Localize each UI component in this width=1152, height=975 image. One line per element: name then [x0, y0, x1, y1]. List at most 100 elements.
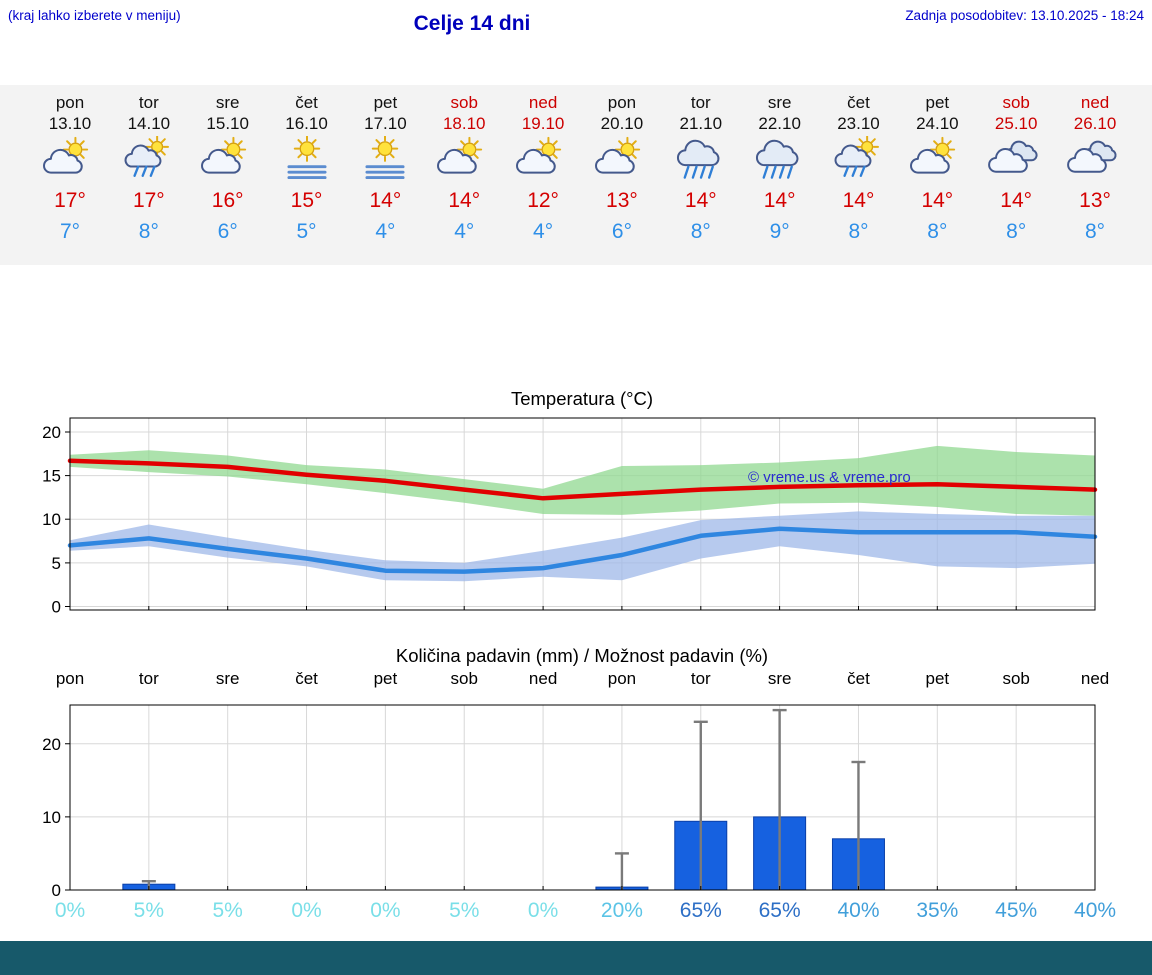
low-temp: 6° — [217, 220, 238, 243]
y-axis-label: 10 — [42, 510, 61, 529]
cloudy-icon — [1067, 140, 1117, 173]
high-temp: 17° — [132, 189, 165, 212]
day-date: 14.10 — [127, 114, 171, 133]
fog-sun-icon — [365, 135, 405, 180]
forecast-day: pet 17.10 14° 4° — [346, 92, 424, 244]
day-date: 25.10 — [994, 114, 1038, 133]
precip-day-label: pet — [373, 669, 398, 688]
high-temp: 17° — [54, 189, 86, 212]
partly-cloudy-icon — [200, 136, 246, 174]
min-temp-line — [67, 526, 1098, 574]
precip-day-label: pon — [607, 669, 637, 688]
max-temp-range-band — [70, 445, 1095, 516]
cloudy-icon — [988, 140, 1038, 173]
max-temp-line — [67, 458, 1098, 501]
day-date: 24.10 — [916, 114, 959, 133]
forecast-day: tor 21.10 14° 8° — [662, 92, 740, 244]
forecast-day: ned 19.10 12° 4° — [504, 92, 582, 244]
forecast-day: pon 13.10 17° 7° — [31, 92, 109, 244]
day-label: pon — [607, 93, 637, 112]
low-temp: 4° — [533, 220, 554, 243]
low-temp: 5° — [296, 220, 317, 243]
precip-day-label: tor — [690, 669, 711, 688]
low-temp: 6° — [611, 220, 632, 243]
forecast-strip: pon 13.10 17° 7° tor 14.10 17° 8° sre 15.10 16° 6° č… — [0, 85, 1152, 265]
day-date: 21.10 — [679, 114, 723, 133]
precip-probability: 45% — [995, 899, 1038, 922]
partly-cloudy-icon — [910, 136, 956, 174]
precip-probability-row: 0% 5% 5% 0% 0% 5% 0% 20% 65% 65% 40% 35% 45% 40% — [0, 899, 1152, 927]
precip-probability: 65% — [679, 899, 722, 922]
rain-shower-sun-icon — [124, 135, 169, 177]
precip-probability: 0% — [54, 899, 86, 922]
day-label: pet — [373, 93, 398, 112]
day-label: čet — [847, 93, 870, 112]
high-temp: 16° — [211, 189, 244, 212]
day-date: 20.10 — [600, 114, 644, 133]
day-label: ned — [528, 93, 558, 112]
rain-shower-sun-icon — [834, 135, 879, 177]
precip-day-label: sre — [215, 669, 240, 688]
menu-hint: (kraj lahko izberete v meniju) — [8, 8, 181, 23]
high-temp: 14° — [1000, 189, 1033, 212]
precip-day-label: ned — [1080, 669, 1110, 688]
y-axis-label: 5 — [52, 554, 61, 573]
precip-day-label: pon — [55, 669, 85, 688]
day-date: 17.10 — [364, 114, 407, 133]
forecast-day: pet 24.10 14° 8° — [898, 92, 976, 244]
high-temp: 14° — [763, 189, 796, 212]
precip-probability: 5% — [449, 899, 480, 922]
low-temp: 8° — [848, 220, 869, 243]
day-label: pon — [55, 93, 85, 112]
day-date: 22.10 — [758, 114, 801, 133]
day-date: 26.10 — [1073, 114, 1117, 133]
precip-probability: 5% — [133, 899, 165, 922]
precip-day-label: sob — [450, 669, 478, 688]
high-temp: 14° — [921, 189, 954, 212]
y-axis-label: 10 — [42, 808, 61, 827]
forecast-day: sre 22.10 14° 9° — [741, 92, 819, 244]
fog-sun-icon — [287, 135, 327, 180]
low-temp: 8° — [1006, 220, 1027, 243]
partly-cloudy-icon — [43, 136, 89, 174]
day-date: 15.10 — [206, 114, 249, 133]
high-temp: 14° — [684, 189, 717, 212]
high-temp: 12° — [527, 189, 559, 212]
precip-probability: 35% — [916, 899, 959, 922]
day-label: tor — [138, 93, 159, 112]
y-axis-label: 15 — [42, 467, 61, 486]
day-label: sob — [1002, 93, 1030, 112]
low-temp: 8° — [1085, 220, 1106, 243]
y-axis-label: 0 — [52, 598, 61, 617]
forecast-day: tor 14.10 17° 8° — [110, 92, 188, 244]
partly-cloudy-icon — [516, 136, 562, 174]
day-date: 18.10 — [442, 114, 486, 133]
low-temp: 8° — [690, 220, 711, 243]
precip-chart-title: Količina padavin (mm) / Možnost padavin … — [395, 645, 769, 666]
precip-day-label: tor — [138, 669, 159, 688]
low-temp: 9° — [769, 220, 790, 243]
precip-day-label: sob — [1002, 669, 1030, 688]
day-label: tor — [690, 93, 711, 112]
plot-border — [69, 417, 1096, 611]
day-label: sob — [450, 93, 478, 112]
precip-probability: 0% — [370, 899, 401, 922]
precip-day-labels: pon tor sre čet pet sob ned pon tor sre čet pet sob n… — [0, 669, 1152, 691]
low-temp: 7° — [59, 220, 81, 243]
temperature-chart-title: Temperatura (°C) — [510, 388, 654, 409]
day-date: 19.10 — [521, 114, 565, 133]
precip-day-label: čet — [847, 669, 870, 688]
watermark: © vreme.us & vreme.pro — [748, 469, 911, 486]
precip-day-label: čet — [295, 669, 318, 688]
precip-day-label: pet — [925, 669, 950, 688]
footer-bar — [0, 941, 1152, 975]
y-axis-label: 0 — [52, 881, 61, 898]
high-temp: 14° — [369, 189, 402, 212]
precip-day-label: sre — [767, 669, 792, 688]
forecast-day: sre 15.10 16° 6° — [189, 92, 267, 244]
day-date: 23.10 — [837, 114, 880, 133]
high-temp: 14° — [842, 189, 875, 212]
precip-probability: 5% — [212, 899, 243, 922]
low-temp: 4° — [375, 220, 396, 243]
